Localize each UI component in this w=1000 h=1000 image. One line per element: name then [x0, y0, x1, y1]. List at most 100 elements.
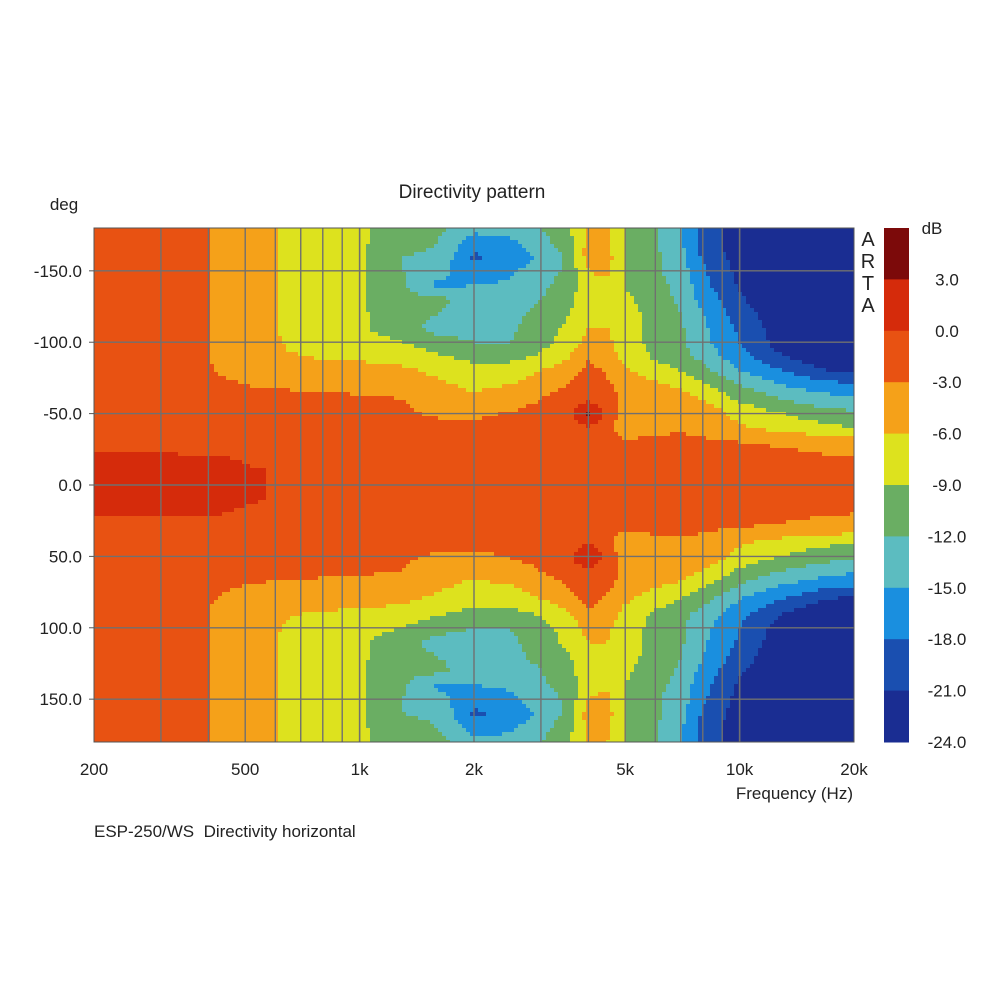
- heatmap-cell: [586, 364, 595, 369]
- heatmap-cell: [618, 612, 651, 617]
- heatmap-cell: [450, 272, 515, 277]
- heatmap-cell: [778, 584, 854, 589]
- heatmap-cell: [210, 344, 287, 349]
- heatmap-cell: [730, 552, 791, 557]
- heatmap-cell: [94, 596, 219, 601]
- heatmap-cell: [618, 432, 671, 437]
- heatmap-cell: [698, 228, 723, 233]
- heatmap-cell: [450, 704, 527, 709]
- heatmap-cell: [562, 256, 575, 261]
- heatmap-cell: [782, 536, 854, 541]
- x-tick-label: 200: [80, 760, 108, 779]
- heatmap-cell: [526, 248, 559, 253]
- heatmap-cell: [698, 588, 731, 593]
- heatmap-cell: [550, 344, 579, 349]
- heatmap-cell: [782, 368, 827, 373]
- heatmap-cell: [774, 600, 819, 605]
- heatmap-cell: [762, 324, 854, 329]
- heatmap-cell: [510, 556, 575, 561]
- heatmap-cell: [770, 624, 854, 629]
- heatmap-cell: [458, 720, 527, 725]
- heatmap-cell: [642, 652, 683, 657]
- heatmap-cell: [726, 712, 854, 717]
- heatmap-cell: [278, 644, 371, 649]
- heatmap-cell: [558, 332, 587, 337]
- heatmap-cell: [210, 664, 279, 669]
- heatmap-cell: [414, 676, 547, 681]
- heatmap-cell: [766, 328, 854, 333]
- heatmap-cell: [662, 260, 687, 265]
- heatmap-cell: [706, 644, 735, 649]
- heatmap-cell: [698, 248, 723, 253]
- heatmap-cell: [758, 648, 854, 653]
- heatmap-cell: [390, 336, 459, 341]
- heatmap-cell: [94, 248, 211, 253]
- heatmap-cell: [742, 672, 854, 677]
- heatmap-cell: [698, 668, 719, 673]
- heatmap-cell: [178, 452, 823, 457]
- heatmap-cell: [518, 328, 559, 333]
- heatmap-cell: [406, 688, 439, 693]
- heatmap-cell: [278, 652, 371, 657]
- heatmap-cell: [574, 296, 635, 301]
- heatmap-cell: [682, 388, 719, 393]
- heatmap-cell: [610, 236, 627, 241]
- heatmap-cell: [618, 616, 647, 621]
- heatmap-cell: [842, 424, 854, 429]
- heatmap-cell: [402, 704, 451, 709]
- heatmap-cell: [710, 628, 739, 633]
- heatmap-cell: [722, 240, 854, 245]
- heatmap-cell: [210, 668, 279, 673]
- heatmap-cell: [482, 684, 551, 689]
- heatmap-cell: [614, 420, 739, 425]
- heatmap-cell: [670, 676, 695, 681]
- heatmap-cell: [662, 716, 687, 721]
- heatmap-cell: [374, 636, 431, 641]
- heatmap-cell: [698, 720, 723, 725]
- heatmap-cell: [454, 712, 471, 717]
- heatmap-cell: [586, 604, 595, 609]
- heatmap-cell: [542, 740, 571, 742]
- heatmap-cell: [94, 280, 211, 285]
- heatmap-cell: [574, 728, 587, 733]
- heatmap-cell: [446, 296, 543, 301]
- heatmap-cell: [406, 692, 447, 697]
- heatmap-cell: [722, 728, 854, 733]
- heatmap-cell: [702, 308, 727, 313]
- heatmap-cell: [578, 676, 631, 681]
- heatmap-cell: [94, 588, 231, 593]
- heatmap-cell: [570, 656, 639, 661]
- heatmap-cell: [554, 280, 579, 285]
- heatmap-cell: [722, 232, 854, 237]
- heatmap-cell: [778, 396, 854, 401]
- heatmap-cell: [214, 600, 411, 605]
- heatmap-cell: [514, 272, 559, 277]
- heatmap-cell: [770, 444, 854, 449]
- heatmap-cell: [534, 304, 575, 309]
- heatmap-cell: [558, 632, 583, 637]
- heatmap-cell: [554, 688, 579, 693]
- colorbar-segment: [884, 536, 909, 589]
- heatmap-cell: [278, 636, 375, 641]
- heatmap-cell: [94, 432, 619, 437]
- heatmap-cell: [714, 288, 739, 293]
- heatmap-cell: [622, 604, 667, 609]
- heatmap-cell: [634, 300, 675, 305]
- heatmap-cell: [598, 600, 631, 605]
- heatmap-cell: [478, 232, 547, 237]
- heatmap-cell: [538, 400, 587, 405]
- heatmap-cell: [838, 380, 854, 385]
- heatmap-cell: [690, 612, 723, 617]
- heatmap-cell: [762, 360, 803, 365]
- heatmap-cell: [558, 328, 587, 333]
- heatmap-cell: [446, 664, 539, 669]
- heatmap-cell: [210, 628, 283, 633]
- heatmap-cell: [94, 648, 211, 653]
- heatmap-cell: [662, 584, 707, 589]
- x-tick-label: 1k: [351, 760, 369, 779]
- heatmap-cell: [626, 260, 663, 265]
- heatmap-cell: [610, 720, 627, 725]
- heatmap-cell: [742, 344, 771, 349]
- y-tick-label: 50.0: [49, 547, 82, 566]
- heatmap-cell: [438, 236, 467, 241]
